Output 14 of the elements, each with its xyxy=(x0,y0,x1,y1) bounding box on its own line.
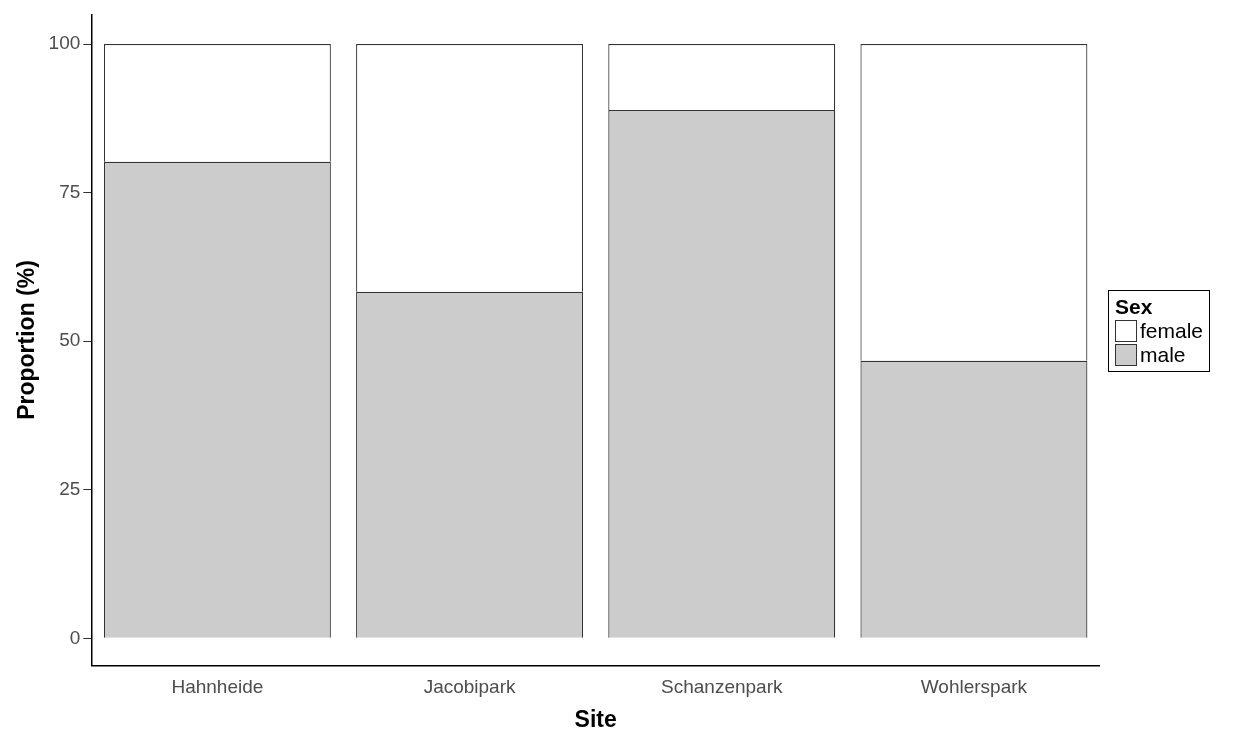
y-tick-label: 100 xyxy=(48,32,81,54)
y-tick-label: 0 xyxy=(69,626,81,648)
x-tick-label: Wohlerspark xyxy=(920,676,1028,698)
x-tick-label: Schanzenpark xyxy=(661,676,783,698)
legend-title: Sex xyxy=(1115,295,1154,319)
y-axis-title: Proportion (%) xyxy=(13,260,40,420)
y-tick-label: 25 xyxy=(59,477,81,499)
y-tick-label: 50 xyxy=(59,329,81,351)
y-tick-label: 75 xyxy=(59,180,81,202)
x-tick-label: Jacobipark xyxy=(423,676,516,698)
text: male xyxy=(1140,343,1186,367)
x-axis-title: Site xyxy=(574,705,617,732)
x-tick-label: Hahnheide xyxy=(171,676,264,698)
legend-label: female xyxy=(1140,319,1204,343)
